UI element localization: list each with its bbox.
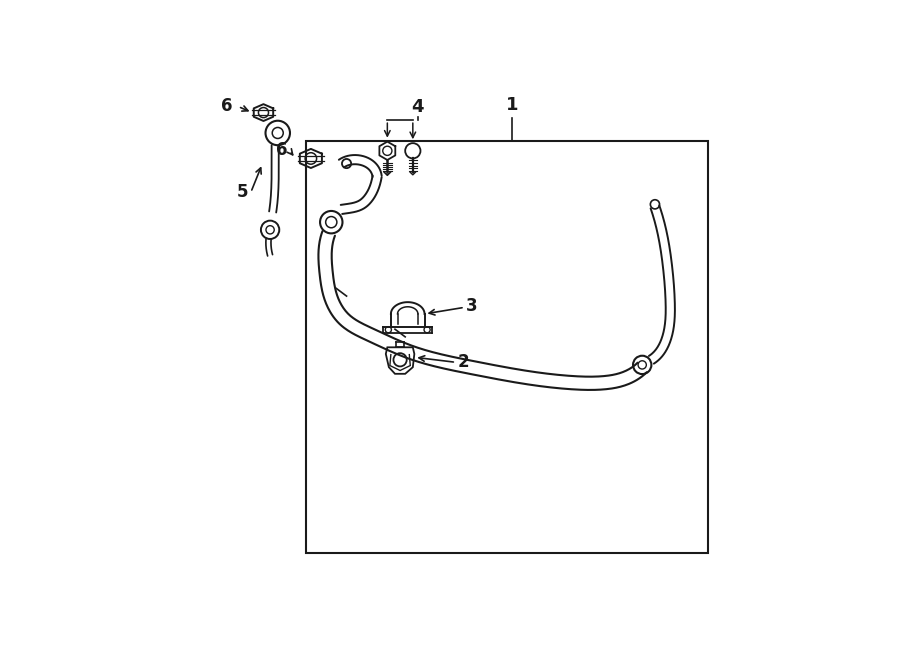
Text: 2: 2 — [458, 354, 470, 371]
Text: 6: 6 — [221, 97, 232, 115]
Text: 1: 1 — [506, 96, 518, 114]
Text: 5: 5 — [237, 183, 248, 201]
Text: 4: 4 — [411, 99, 424, 117]
Bar — [306, 140, 708, 553]
Text: 3: 3 — [465, 297, 477, 315]
Text: 6: 6 — [276, 141, 288, 159]
